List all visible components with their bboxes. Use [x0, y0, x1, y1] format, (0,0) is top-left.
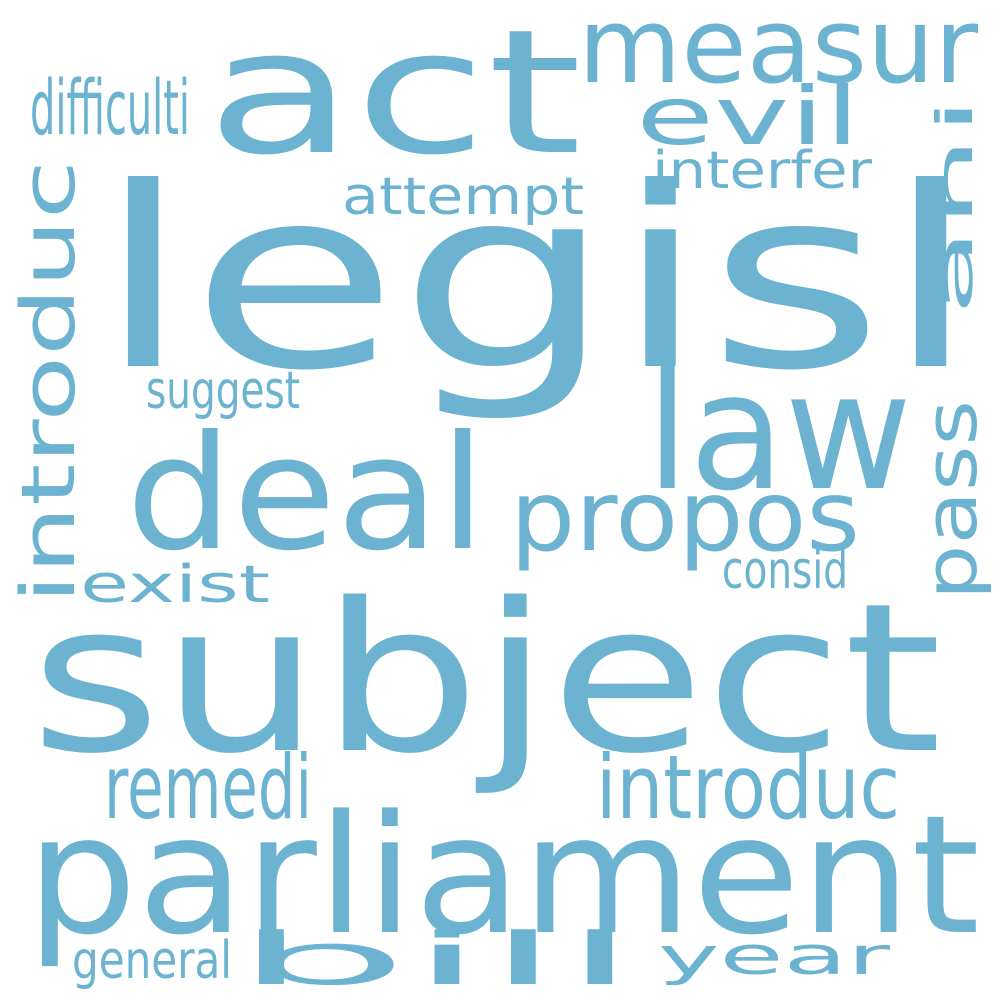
- word-remedi: introduc: [596, 736, 900, 839]
- word-introduc: introduc: [6, 160, 92, 604]
- word-law: law: [646, 339, 912, 527]
- word-measur: measur: [578, 0, 978, 107]
- word-legisl: legisl: [96, 134, 978, 425]
- word-consid: exist: [80, 555, 270, 615]
- word-difficulti: bill: [234, 917, 638, 1000]
- word-suggest: interfer: [652, 141, 873, 201]
- word-subject: subject: [30, 559, 942, 799]
- word-act: act: [206, 0, 582, 193]
- word-attempt: ani: [926, 96, 984, 316]
- word-deal: deal: [126, 402, 486, 586]
- word-propos: propos: [510, 460, 860, 574]
- word-interfer: attempt: [342, 167, 584, 227]
- word-general: year: [658, 927, 891, 987]
- word-evil: remedi: [104, 736, 312, 839]
- word-bill: pass: [909, 400, 993, 600]
- word-parliament: parliament: [26, 780, 980, 971]
- word-pass: evil: [636, 70, 860, 163]
- word-exist: suggest: [146, 361, 300, 421]
- word-desir: general: [72, 931, 232, 991]
- word-year: consid: [722, 541, 848, 601]
- word-ani: difficulti: [30, 63, 190, 152]
